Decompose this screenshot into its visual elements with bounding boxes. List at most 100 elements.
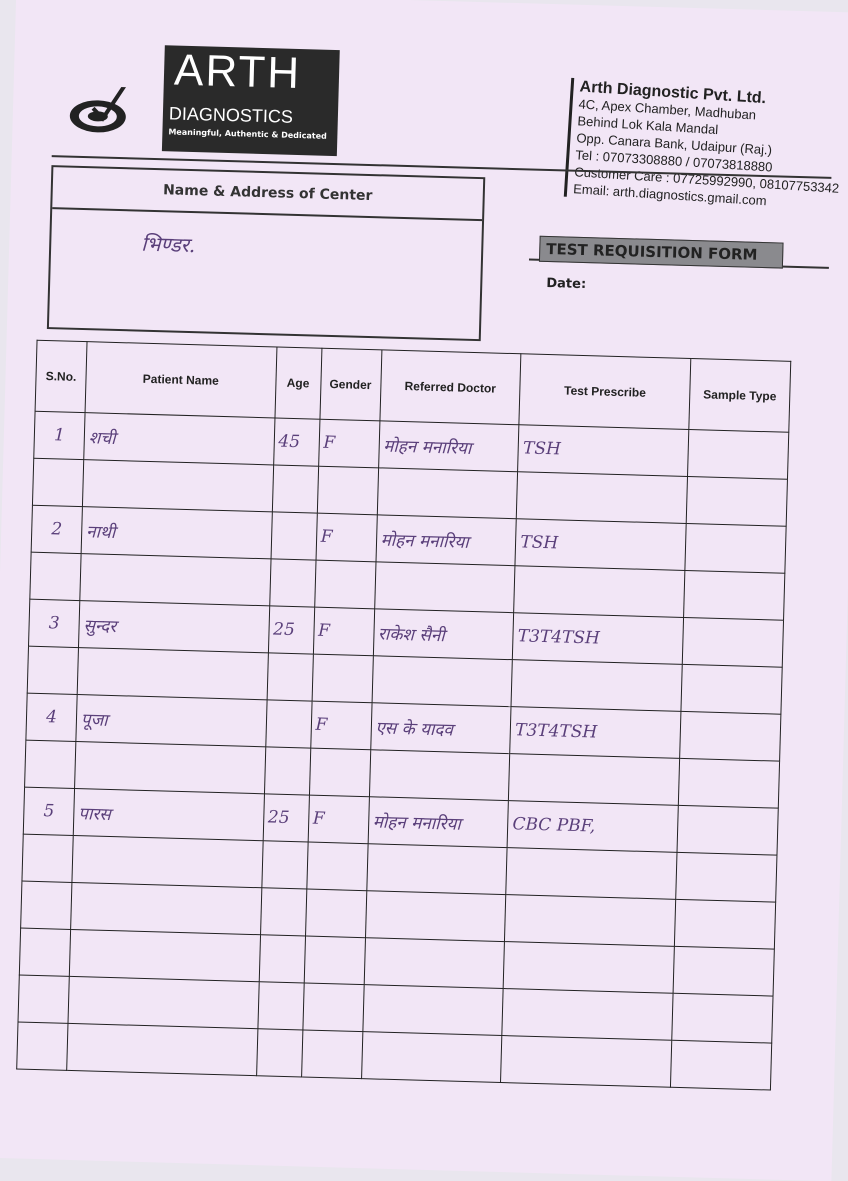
- cell-sno: 5: [23, 787, 75, 836]
- empty-cell: [260, 887, 307, 936]
- cell-name: पारस: [73, 788, 265, 841]
- cell-gender: F: [318, 419, 380, 468]
- cell-doctor: राकेश सैनी: [372, 608, 514, 660]
- header-sample-type: Sample Type: [688, 358, 791, 433]
- cell-sample: [684, 523, 787, 574]
- cell-doctor: एस के यादव: [370, 702, 512, 754]
- empty-cell: [301, 1029, 363, 1079]
- cell-age: 25: [268, 605, 315, 655]
- cell-sno: 3: [28, 599, 80, 648]
- empty-cell: [79, 553, 271, 606]
- cell-gender: F: [315, 513, 377, 562]
- empty-cell: [24, 740, 76, 789]
- cell-name: नाथी: [81, 506, 272, 559]
- empty-cell: [500, 1035, 672, 1088]
- empty-cell: [269, 558, 316, 608]
- cell-sample: [677, 805, 779, 856]
- empty-cell: [305, 889, 367, 938]
- empty-cell: [27, 646, 79, 695]
- empty-cell: [257, 981, 304, 1030]
- cell-doctor: मोहन मनारिया: [367, 796, 509, 848]
- empty-cell: [374, 561, 516, 613]
- empty-cell: [516, 471, 688, 524]
- empty-cell: [266, 652, 313, 702]
- cell-age: [265, 699, 312, 749]
- empty-cell: [66, 1023, 258, 1076]
- empty-cell: [511, 659, 683, 712]
- cell-age: 25: [262, 793, 310, 843]
- empty-cell: [306, 842, 368, 891]
- empty-cell: [683, 570, 785, 621]
- patient-table: S.No. Patient Name Age Gender Referred D…: [16, 340, 791, 1091]
- empty-cell: [309, 748, 371, 797]
- empty-cell: [32, 458, 84, 507]
- cell-name: पूजा: [75, 694, 267, 747]
- cell-name: सुन्दर: [78, 600, 270, 653]
- empty-cell: [70, 882, 262, 935]
- form-title: TEST REQUISITION FORM: [538, 235, 784, 269]
- empty-cell: [261, 840, 308, 890]
- header-patient-name: Patient Name: [85, 341, 277, 418]
- cell-sno: 4: [25, 693, 78, 742]
- empty-cell: [16, 1022, 68, 1071]
- empty-cell: [371, 655, 513, 707]
- logo-tagline: Meaningful, Authentic & Dedicated: [168, 127, 327, 141]
- cell-sample: [687, 429, 789, 480]
- cell-test: T3T4TSH: [509, 706, 682, 759]
- empty-cell: [506, 847, 678, 900]
- company-info: Arth Diagnostic Pvt. Ltd. 4C, Apex Chamb…: [563, 77, 845, 214]
- empty-cell: [366, 843, 508, 895]
- center-box: Name & Address of Center भिण्डर.: [46, 165, 486, 342]
- empty-cell: [19, 928, 71, 977]
- empty-cell: [670, 1040, 772, 1091]
- empty-cell: [513, 565, 685, 618]
- empty-cell: [686, 476, 788, 527]
- empty-cell: [271, 464, 319, 514]
- logo-brand: ARTH: [173, 45, 302, 99]
- cell-sno: 2: [31, 505, 83, 554]
- empty-cell: [678, 758, 780, 809]
- empty-cell: [361, 1031, 503, 1083]
- empty-cell: [508, 753, 680, 806]
- empty-cell: [362, 984, 504, 1036]
- empty-cell: [673, 946, 775, 997]
- empty-cell: [674, 899, 776, 950]
- header-age: Age: [274, 346, 322, 420]
- cell-age: [270, 511, 317, 561]
- cell-test: TSH: [517, 424, 689, 477]
- header-referred-doctor: Referred Doctor: [379, 349, 522, 425]
- empty-cell: [365, 890, 507, 942]
- empty-cell: [311, 654, 373, 703]
- empty-cell: [21, 834, 74, 883]
- empty-cell: [264, 746, 311, 796]
- cell-doctor: मोहन मनारिया: [375, 514, 517, 566]
- date-label: Date:: [546, 275, 587, 293]
- empty-cell: [69, 929, 261, 982]
- empty-cell: [314, 560, 376, 609]
- cell-sample: [679, 711, 781, 762]
- target-check-icon: [69, 85, 149, 133]
- cell-sample: [682, 617, 784, 668]
- header-test-prescribe: Test Prescribe: [519, 353, 691, 430]
- center-value: भिण्डर.: [140, 231, 196, 258]
- logo-sub: DIAGNOSTICS: [168, 103, 294, 127]
- empty-cell: [302, 982, 364, 1032]
- empty-cell: [671, 993, 774, 1044]
- header-gender: Gender: [319, 348, 382, 421]
- empty-cell: [502, 988, 674, 1041]
- empty-cell: [18, 975, 70, 1024]
- empty-cell: [67, 976, 259, 1029]
- empty-cell: [74, 741, 266, 794]
- empty-cell: [681, 664, 783, 715]
- center-label: Name & Address of Center: [52, 167, 484, 222]
- empty-cell: [675, 852, 777, 903]
- empty-cell: [82, 459, 274, 512]
- cell-test: TSH: [515, 518, 687, 571]
- cell-test: T3T4TSH: [512, 612, 684, 665]
- header-sno: S.No.: [35, 340, 88, 413]
- cell-gender: F: [312, 607, 375, 656]
- empty-cell: [504, 894, 676, 947]
- cell-age: 45: [273, 417, 320, 467]
- empty-cell: [20, 881, 72, 930]
